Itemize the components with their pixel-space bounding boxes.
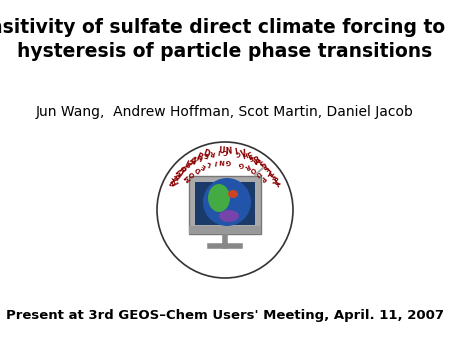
Text: R: R <box>243 162 250 170</box>
Text: T: T <box>172 173 180 180</box>
Text: M: M <box>184 173 193 182</box>
Text: M: M <box>251 155 260 164</box>
Text: C: C <box>235 149 241 156</box>
Ellipse shape <box>208 184 230 212</box>
Text: E: E <box>203 150 209 158</box>
Text: D: D <box>194 165 202 173</box>
Text: S: S <box>259 160 269 170</box>
Text: A: A <box>171 172 181 182</box>
Text: P: P <box>191 155 198 163</box>
Text: A: A <box>188 155 198 166</box>
Text: O: O <box>189 169 197 177</box>
Text: H: H <box>167 178 178 188</box>
Text: P: P <box>258 174 266 182</box>
Text: Y: Y <box>273 179 283 188</box>
Text: H: H <box>240 150 248 158</box>
Text: O: O <box>180 163 189 171</box>
Bar <box>189 226 261 234</box>
Text: L: L <box>206 160 212 167</box>
Text: N: N <box>219 158 225 164</box>
Text: R: R <box>176 165 186 176</box>
Text: Jun Wang,  Andrew Hoffman, Scot Martin, Daniel Jacob: Jun Wang, Andrew Hoffman, Scot Martin, D… <box>36 105 414 119</box>
Text: A: A <box>169 178 176 186</box>
Text: E: E <box>247 152 255 162</box>
Bar <box>195 182 255 225</box>
Text: R: R <box>252 155 262 166</box>
Text: T: T <box>266 168 274 175</box>
Text: I: I <box>234 147 238 156</box>
Text: C: C <box>223 148 227 154</box>
Text: G: G <box>237 160 244 167</box>
Ellipse shape <box>228 190 238 198</box>
Text: U: U <box>253 169 261 177</box>
Text: O: O <box>248 165 256 173</box>
Text: Sensitivity of sulfate direct climate forcing to the
hysteresis of particle phas: Sensitivity of sulfate direct climate fo… <box>0 18 450 61</box>
Circle shape <box>203 178 251 226</box>
Text: D: D <box>202 149 211 159</box>
Text: R: R <box>209 149 216 156</box>
Text: E: E <box>247 153 253 160</box>
Text: S: S <box>185 159 193 167</box>
Text: I: I <box>265 167 274 175</box>
Text: I: I <box>214 159 217 165</box>
Circle shape <box>157 142 293 278</box>
Text: V: V <box>239 149 248 159</box>
Text: Y: Y <box>274 179 281 186</box>
Text: R: R <box>270 173 278 180</box>
Ellipse shape <box>219 210 239 222</box>
Text: H: H <box>196 152 204 160</box>
Text: M: M <box>176 167 184 176</box>
Text: E: E <box>200 163 207 170</box>
Text: I: I <box>258 160 264 166</box>
Text: T: T <box>269 172 279 181</box>
Text: R: R <box>194 151 204 162</box>
Text: N: N <box>225 146 232 156</box>
Text: Present at 3rd GEOS–Chem Users' Meeting, April. 11, 2007: Present at 3rd GEOS–Chem Users' Meeting,… <box>6 309 444 321</box>
Text: V: V <box>181 160 192 170</box>
Text: U: U <box>218 146 225 156</box>
Text: G: G <box>225 158 231 164</box>
Text: I: I <box>217 148 220 154</box>
Text: S: S <box>262 163 270 171</box>
FancyBboxPatch shape <box>189 176 261 234</box>
